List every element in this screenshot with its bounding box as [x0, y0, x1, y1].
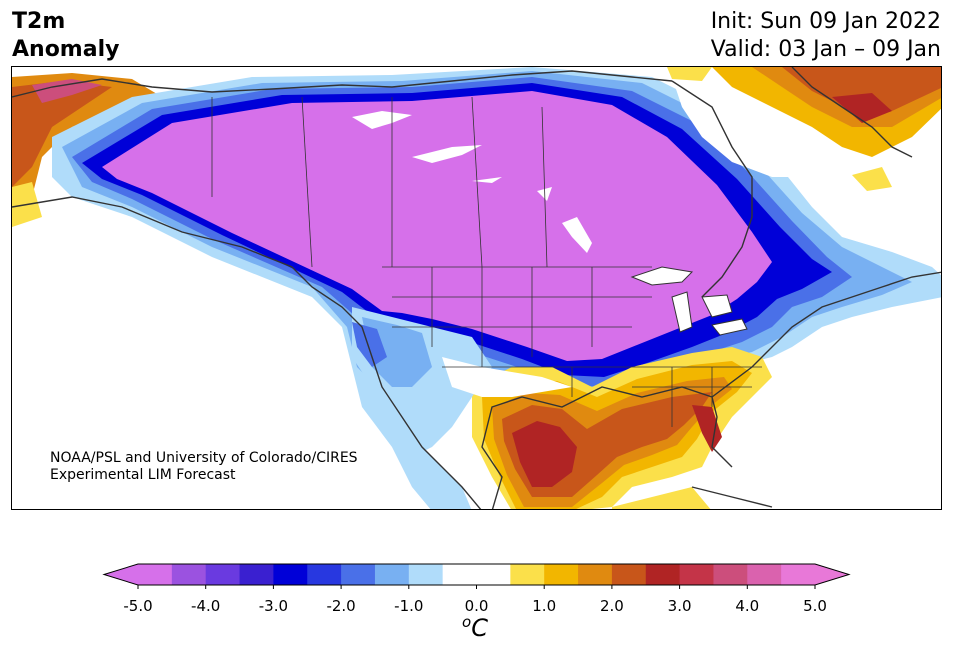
init-date: Init: Sun 09 Jan 2022: [710, 9, 941, 34]
colorbar-cell: [578, 564, 613, 585]
colorbar-tick-label: 3.0: [668, 597, 692, 615]
colorbar-cell: [611, 564, 647, 585]
colorbar-cell: [273, 564, 308, 585]
colorbar-tick-label: 5.0: [803, 597, 827, 615]
colorbar-cell: [307, 564, 342, 585]
unit-degree: o: [462, 613, 472, 631]
colorbar-cell: [476, 564, 511, 585]
colorbar-cell: [374, 564, 410, 585]
colorbar-cell: [781, 564, 816, 585]
colorbar-tick-label: 0.0: [465, 597, 489, 615]
valid-date: Valid: 03 Jan – 09 Jan: [710, 37, 941, 62]
coastline: [12, 67, 941, 509]
forecast-credit: NOAA/PSL and University of Colorado/CIRE…: [50, 450, 358, 484]
colorbar-extend-high: [815, 564, 849, 585]
colorbar-cells: [102, 563, 851, 586]
map-title: T2m Anomaly: [12, 8, 119, 64]
colorbar-tick-label: -2.0: [326, 597, 355, 615]
anomaly-map: NOAA/PSL and University of Colorado/CIRE…: [11, 66, 942, 510]
credit-line-1: NOAA/PSL and University of Colorado/CIRE…: [50, 450, 358, 466]
forecast-dates: Init: Sun 09 Jan 2022 Valid: 03 Jan – 09…: [711, 8, 941, 64]
colorbar-cell: [544, 564, 579, 585]
title-line-2: Anomaly: [12, 37, 120, 62]
great-lakes: [630, 266, 748, 336]
colorbar-ticks: -5.0 -4.0 -3.0 -2.0 -1.0 0.0 1.0 2.0 3.0 4.0 5.0: [123, 585, 827, 615]
colorbar-cell: [679, 564, 714, 585]
colorbar-cell: [713, 564, 748, 585]
colorbar-tick-label: 4.0: [735, 597, 759, 615]
colorbar-tick-label: -3.0: [259, 597, 288, 615]
colorbar-cell: [171, 564, 207, 585]
colorbar-tick-label: -1.0: [394, 597, 423, 615]
colorbar-cell: [341, 564, 376, 585]
colorbar-cell: [239, 564, 274, 585]
colorbar-cell: [138, 564, 173, 585]
colorbar-tick-label: 2.0: [600, 597, 624, 615]
colorbar-cell: [442, 564, 477, 585]
colorbar-cell: [205, 564, 241, 585]
cold-core-region: [102, 91, 772, 361]
colorbar-unit: oC: [462, 613, 488, 642]
colorbar-tick-label: -5.0: [123, 597, 152, 615]
colorbar-tick-label: 1.0: [532, 597, 556, 615]
colorbar-tick-label: -4.0: [191, 597, 220, 615]
unit-letter: C: [471, 614, 488, 642]
credit-line-2: Experimental LIM Forecast: [50, 467, 236, 483]
title-line-1: T2m: [12, 9, 66, 34]
colorbar-extend-low: [104, 564, 138, 585]
map-canvas: [12, 67, 941, 509]
colorbar-cell: [645, 564, 681, 585]
political-borders: [211, 96, 762, 427]
colorbar-cell: [510, 564, 545, 585]
colorbar-cell: [747, 564, 782, 585]
colorbar-cell: [408, 564, 444, 585]
